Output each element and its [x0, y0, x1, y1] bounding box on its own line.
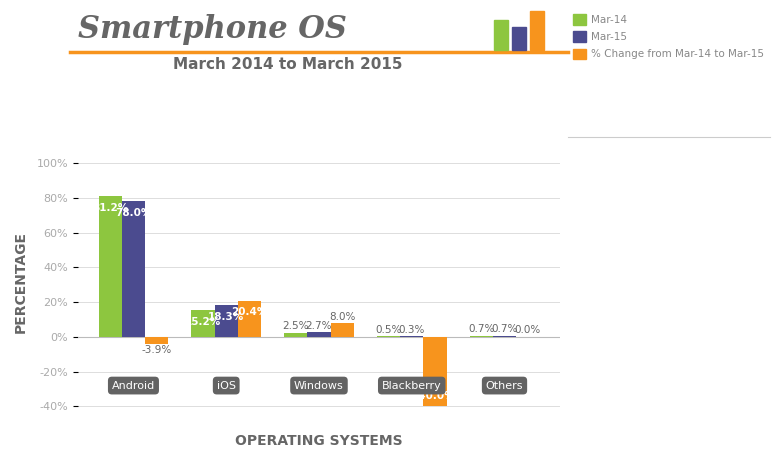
- Text: Windows: Windows: [294, 380, 344, 390]
- Text: 15.2%: 15.2%: [185, 318, 221, 328]
- Text: -40.0%: -40.0%: [415, 391, 455, 401]
- Text: 78.0%: 78.0%: [115, 208, 152, 218]
- Text: 20.4%: 20.4%: [231, 307, 268, 317]
- Y-axis label: PERCENTAGE: PERCENTAGE: [14, 231, 28, 333]
- Text: Smartphone OS: Smartphone OS: [78, 14, 347, 45]
- Text: 0.3%: 0.3%: [398, 325, 425, 335]
- Text: 2.7%: 2.7%: [306, 321, 332, 331]
- Text: Blackberry: Blackberry: [382, 380, 442, 390]
- Bar: [423, 337, 447, 406]
- Bar: [122, 201, 145, 337]
- Text: March 2014 to March 2015: March 2014 to March 2015: [173, 57, 402, 72]
- Bar: [377, 336, 400, 337]
- Text: iOS: iOS: [217, 380, 236, 390]
- Bar: [191, 310, 215, 337]
- Text: OPERATING SYSTEMS: OPERATING SYSTEMS: [235, 434, 403, 448]
- Bar: [307, 332, 331, 337]
- Text: 81.2%: 81.2%: [92, 202, 128, 212]
- Legend: Mar-14, Mar-15, % Change from Mar-14 to Mar-15: Mar-14, Mar-15, % Change from Mar-14 to …: [573, 14, 764, 59]
- Text: 2.5%: 2.5%: [282, 321, 309, 331]
- Bar: [470, 336, 493, 337]
- Bar: [493, 336, 516, 337]
- Text: 0.0%: 0.0%: [514, 325, 541, 335]
- Text: Android: Android: [112, 380, 155, 390]
- Text: 0.5%: 0.5%: [375, 324, 401, 334]
- Text: 0.7%: 0.7%: [468, 324, 495, 334]
- Bar: [284, 333, 307, 337]
- Text: -3.9%: -3.9%: [142, 345, 172, 355]
- Bar: [145, 337, 168, 344]
- Bar: [99, 196, 122, 337]
- Bar: [215, 305, 238, 337]
- Bar: [331, 323, 354, 337]
- Text: 8.0%: 8.0%: [329, 312, 356, 322]
- Text: Others: Others: [485, 380, 524, 390]
- Bar: [400, 336, 423, 337]
- Text: 0.7%: 0.7%: [492, 324, 517, 334]
- Bar: [238, 301, 261, 337]
- Text: 18.3%: 18.3%: [208, 312, 244, 322]
